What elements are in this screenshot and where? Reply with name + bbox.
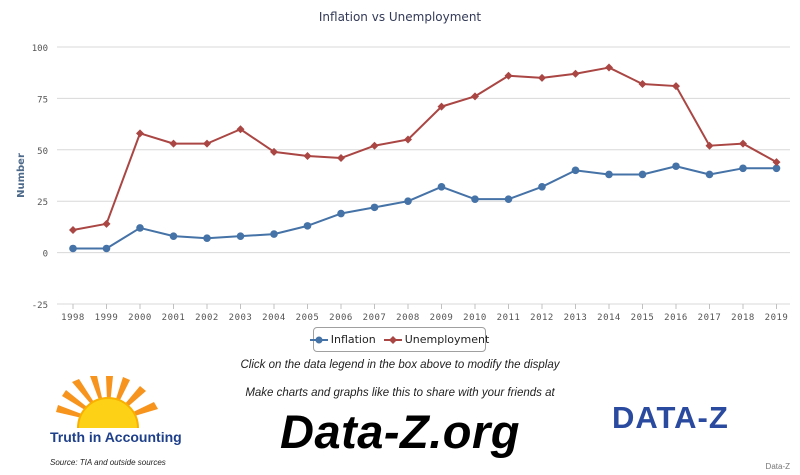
- data-point-unemployment: [437, 102, 446, 111]
- data-z-credit: Data-Z: [765, 462, 790, 471]
- sunburst-logo-icon: [56, 376, 158, 429]
- data-point-unemployment: [270, 147, 278, 156]
- x-tick-label: 2012: [530, 313, 554, 323]
- data-point-inflation: [772, 164, 781, 173]
- data-point-inflation: [404, 197, 412, 205]
- x-tick-label: 2007: [363, 313, 387, 323]
- y-tick-label: 0: [43, 250, 48, 260]
- data-point-unemployment: [538, 73, 546, 82]
- tia-logo-text: Truth in Accounting: [50, 429, 182, 445]
- data-point-unemployment: [370, 141, 379, 150]
- data-point-inflation: [270, 230, 278, 238]
- y-tick-label: -25: [32, 301, 48, 311]
- data-point-unemployment: [236, 125, 245, 134]
- data-point-inflation: [370, 203, 379, 212]
- data-point-inflation: [303, 222, 312, 230]
- x-tick-label: 2003: [229, 313, 253, 323]
- x-tick-label: 2018: [731, 313, 755, 323]
- x-tick-label: 2000: [128, 313, 152, 323]
- data-point-inflation: [504, 195, 513, 203]
- x-tick-label: 2014: [597, 313, 621, 323]
- data-point-inflation: [136, 224, 144, 232]
- y-tick-label: 50: [37, 147, 48, 157]
- data-point-unemployment: [504, 71, 513, 80]
- legend-unemployment-marker: [383, 335, 402, 344]
- legend-item-inflation[interactable]: Inflation: [309, 333, 376, 346]
- data-point-inflation: [571, 166, 580, 175]
- x-tick-label: 1999: [95, 313, 119, 323]
- x-tick-label: 2016: [664, 313, 688, 323]
- data-point-unemployment: [69, 225, 77, 234]
- data-point-unemployment: [102, 219, 111, 228]
- data-point-unemployment: [169, 139, 178, 148]
- data-point-unemployment: [203, 139, 211, 148]
- promo-text: Make charts and graphs like this to shar…: [245, 387, 555, 399]
- data-point-unemployment: [672, 82, 680, 91]
- data-point-unemployment: [303, 151, 312, 160]
- y-tick-label: 25: [37, 198, 48, 208]
- legend-inflation-label: Inflation: [330, 333, 376, 346]
- data-point-unemployment: [772, 158, 781, 167]
- data-point-inflation: [538, 183, 546, 191]
- series-line-inflation: [73, 165, 777, 250]
- data-point-inflation: [705, 170, 714, 179]
- data-point-unemployment: [571, 69, 580, 78]
- data-point-inflation: [672, 162, 680, 171]
- legend-inflation-marker: [309, 336, 328, 343]
- legend-instruction-text: Click on the data legend in the box abov…: [240, 359, 560, 371]
- data-point-unemployment: [471, 92, 479, 101]
- data-point-inflation: [437, 183, 446, 191]
- data-point-inflation: [471, 195, 479, 203]
- data-point-unemployment: [739, 139, 747, 148]
- data-point-inflation: [605, 170, 613, 179]
- data-point-inflation: [638, 170, 647, 179]
- x-tick-label: 2017: [698, 313, 722, 323]
- data-point-unemployment: [638, 80, 647, 89]
- chart-title: Inflation vs Unemployment: [318, 10, 482, 24]
- data-point-unemployment: [404, 135, 412, 144]
- data-point-inflation: [337, 209, 345, 218]
- chart-legend: Inflation Unemployment: [309, 327, 489, 352]
- data-point-unemployment: [605, 63, 613, 72]
- x-tick-label: 2009: [430, 313, 454, 323]
- y-tick-label: 75: [37, 95, 48, 105]
- data-point-inflation: [739, 164, 747, 173]
- data-point-unemployment: [337, 154, 345, 163]
- x-tick-label: 2006: [329, 313, 353, 323]
- data-point-inflation: [69, 244, 77, 253]
- x-tick-label: 2008: [396, 313, 420, 323]
- y-tick-label: 100: [32, 44, 48, 54]
- site-url-link[interactable]: Data-Z.org: [280, 405, 520, 458]
- x-tick-label: 1998: [61, 313, 85, 323]
- chart-canvas: -25 0 25 50 75 100 1998 1999 2000 2001 2002 2003 200…: [16, 44, 790, 323]
- data-point-inflation: [236, 232, 245, 240]
- x-tick-label: 2015: [631, 313, 655, 323]
- x-tick-label: 2004: [262, 313, 286, 323]
- x-tick-label: 2010: [463, 313, 487, 323]
- data-point-unemployment: [705, 141, 714, 150]
- x-tick-label: 2001: [162, 313, 186, 323]
- data-point-inflation: [102, 244, 111, 253]
- legend-item-unemployment[interactable]: Unemployment: [383, 333, 490, 346]
- x-tick-label: 2019: [765, 313, 789, 323]
- source-note: Source: TIA and outside sources: [50, 458, 166, 467]
- data-point-inflation: [169, 232, 178, 240]
- x-tick-label: 2013: [564, 313, 588, 323]
- data-point-unemployment: [136, 129, 144, 138]
- data-point-inflation: [203, 234, 211, 243]
- x-tick-label: 2002: [195, 313, 219, 323]
- series-line-unemployment: [72, 66, 777, 231]
- x-tick-label: 2011: [497, 313, 521, 323]
- x-tick-label: 2005: [296, 313, 320, 323]
- legend-unemployment-label: Unemployment: [404, 333, 490, 346]
- data-z-logo: DATA-Z: [612, 400, 729, 435]
- y-axis-label: Number: [16, 153, 27, 198]
